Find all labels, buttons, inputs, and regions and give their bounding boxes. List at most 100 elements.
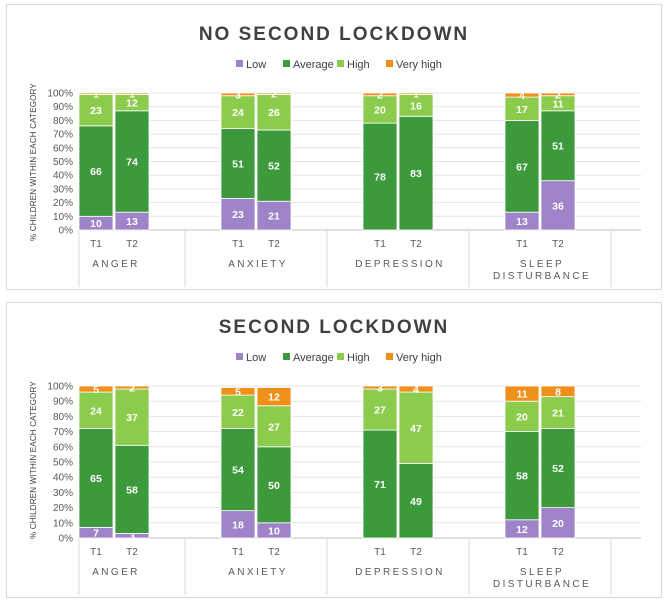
data-label: 2 — [377, 89, 383, 101]
y-tick-label: 0% — [59, 226, 74, 237]
bar-segment-high — [504, 400, 540, 432]
y-axis-label: % CHILDREN WITHIN EACH CATEGORY — [29, 83, 38, 241]
data-label: 3 — [377, 383, 383, 395]
data-label: 83 — [410, 168, 422, 180]
y-tick-label: 90% — [53, 102, 73, 113]
data-label: 3 — [129, 531, 135, 543]
y-tick-label: 10% — [53, 212, 73, 223]
chart-panel-second-lockdown: SECOND LOCKDOWN % CHILDREN WITHIN EACH C… — [6, 302, 662, 598]
bar-segment-average — [540, 110, 576, 182]
y-tick-label: 30% — [53, 488, 73, 499]
data-label: 7 — [93, 528, 99, 540]
legend-swatch-low — [236, 353, 243, 360]
bar-segment-average — [362, 122, 398, 231]
data-label: 10 — [268, 525, 280, 537]
bar-segment-very-high — [78, 385, 114, 393]
x-tick-label: T1 — [232, 547, 244, 558]
category-label: ANXIETY — [228, 259, 288, 270]
y-tick-label: 80% — [53, 412, 73, 423]
x-tick-label: T2 — [268, 239, 280, 250]
x-tick-label: T1 — [516, 547, 528, 558]
y-tick-label: 60% — [53, 143, 73, 154]
legend-label-very-high: Very high — [396, 352, 442, 364]
category-label: ANXIETY — [228, 567, 288, 578]
data-label: 66 — [90, 166, 102, 178]
data-label: 2 — [555, 89, 561, 101]
bar-segment-high — [114, 388, 150, 446]
category-label: DISTURBANCE — [493, 271, 591, 282]
y-tick-label: 50% — [53, 458, 73, 469]
y-tick-label: 20% — [53, 503, 73, 514]
category-label: SLEEP — [520, 259, 564, 270]
data-label: 10 — [90, 218, 102, 230]
data-label: 3 — [235, 89, 241, 101]
y-tick-label: 70% — [53, 130, 73, 141]
x-tick-label: T2 — [410, 239, 422, 250]
legend-label-average: Average — [293, 59, 334, 71]
data-label: 18 — [232, 519, 244, 531]
data-label: 58 — [516, 471, 528, 483]
data-label: 21 — [268, 211, 280, 223]
bar-segment-average — [504, 120, 540, 213]
bar-segment-very-high — [78, 92, 114, 95]
data-label: 1 — [93, 89, 99, 101]
bar-segment-very-high — [504, 385, 540, 402]
category-label: DEPRESSION — [355, 259, 445, 270]
x-tick-label: T2 — [268, 547, 280, 558]
legend-swatch-low — [236, 60, 243, 67]
chart-panel-no-second-lockdown: NO SECOND LOCKDOWN % CHILDREN WITHIN EAC… — [6, 4, 662, 290]
data-label: 12 — [516, 524, 528, 536]
data-label: 1 — [129, 89, 135, 101]
data-label: 71 — [374, 479, 386, 491]
data-label: 65 — [90, 473, 102, 485]
data-label: 26 — [268, 107, 280, 119]
bar-segment-very-high — [540, 385, 576, 398]
data-label: 52 — [268, 161, 280, 173]
chart-title: SECOND LOCKDOWN — [219, 317, 450, 338]
x-tick-label: T2 — [552, 239, 564, 250]
y-tick-label: 100% — [47, 89, 73, 100]
category-label: ANGER — [92, 567, 140, 578]
bar-segment-low — [540, 180, 576, 231]
data-label: 51 — [232, 159, 244, 171]
category-label: DISTURBANCE — [493, 579, 591, 590]
bar-segment-high — [220, 95, 256, 130]
legend-swatch-high — [337, 353, 344, 360]
y-tick-label: 50% — [53, 157, 73, 168]
data-label: 78 — [374, 172, 386, 184]
data-label: 5 — [93, 384, 99, 396]
bar-segment-very-high — [362, 92, 398, 97]
category-label: SLEEP — [520, 567, 564, 578]
y-tick-label: 20% — [53, 198, 73, 209]
y-tick-label: 30% — [53, 184, 73, 195]
category-label: ANGER — [92, 259, 140, 270]
x-tick-label: T1 — [232, 239, 244, 250]
data-label: 27 — [374, 405, 386, 417]
data-label: 24 — [232, 107, 244, 119]
bar-segment-average — [220, 128, 256, 199]
bar-segment-high — [398, 391, 434, 464]
data-label: 20 — [552, 518, 564, 530]
bar-segment-average — [256, 129, 292, 202]
legend-label-high: High — [347, 59, 370, 71]
data-label: 12 — [126, 98, 138, 110]
data-label: 20 — [374, 104, 386, 116]
bar-segment-average — [540, 428, 576, 508]
category-label: DEPRESSION — [355, 567, 445, 578]
bar-segment-average — [362, 429, 398, 539]
bar-segment-high — [540, 396, 576, 429]
data-label: 54 — [232, 465, 244, 477]
legend-swatch-average — [283, 353, 290, 360]
data-label: 4 — [413, 384, 419, 396]
data-label: 51 — [552, 141, 564, 153]
data-label: 12 — [268, 392, 280, 404]
x-tick-label: T1 — [90, 239, 102, 250]
data-label: 2 — [271, 89, 277, 101]
data-label: 5 — [235, 386, 241, 398]
y-tick-label: 60% — [53, 442, 73, 453]
x-tick-label: T1 — [374, 547, 386, 558]
data-label: 2 — [129, 383, 135, 395]
y-tick-label: 70% — [53, 427, 73, 438]
bar-segment-very-high — [256, 92, 292, 95]
y-tick-label: 10% — [53, 518, 73, 529]
